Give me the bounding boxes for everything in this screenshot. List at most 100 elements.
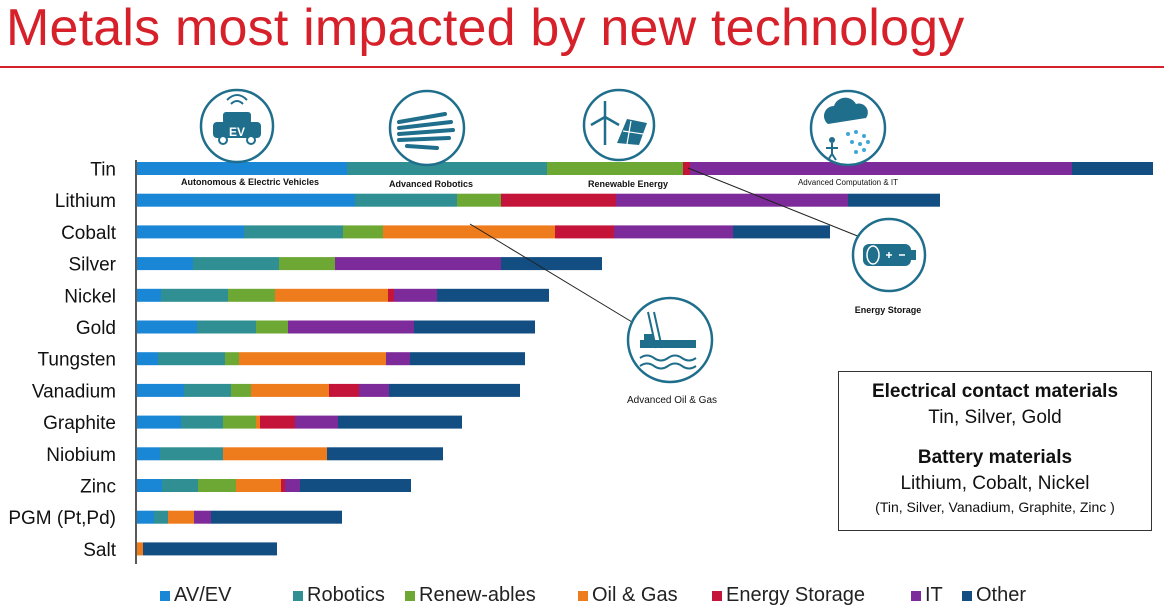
bar-pgm-pt-pd-other	[211, 510, 342, 524]
legend-swatch-it	[911, 591, 921, 601]
bar-vanadium-it	[359, 383, 389, 397]
bar-cobalt-it	[614, 225, 733, 239]
tech-label-renewable: Renewable Energy	[588, 179, 668, 189]
tech-label-energy-storage: Energy Storage	[855, 305, 922, 315]
energy-storage-connector	[687, 167, 861, 238]
bar-pgm-pt-pd-it	[194, 510, 211, 524]
tech-label-robotics: Advanced Robotics	[389, 179, 473, 189]
bar-nickel-oil-gas	[275, 288, 388, 302]
category-label-pgm-pt-pd: PGM (Pt,Pd)	[8, 508, 116, 529]
computation-cloud-icon	[809, 89, 887, 167]
bar-tin-other	[1072, 162, 1153, 175]
category-label-gold: Gold	[76, 318, 116, 339]
category-label-vanadium: Vanadium	[32, 381, 116, 402]
legend-label-av-ev: AV/EV	[174, 584, 232, 606]
bar-zinc-it	[285, 479, 300, 492]
bar-graphite-renew-ables	[223, 415, 256, 429]
tech-label-av-ev: Autonomous & Electric Vehicles	[181, 177, 319, 187]
bar-tin-robotics	[347, 162, 547, 175]
bar-nickel-robotics	[161, 288, 228, 302]
category-label-cobalt: Cobalt	[61, 223, 117, 244]
category-label-graphite: Graphite	[43, 413, 116, 434]
bar-zinc-other	[300, 479, 411, 492]
bar-vanadium-oil-gas	[251, 383, 329, 397]
bar-silver-robotics	[193, 257, 279, 271]
bar-niobium-av-ev	[137, 447, 160, 461]
bar-silver-renew-ables	[279, 257, 335, 271]
bar-cobalt-energy-storage	[555, 225, 614, 239]
bar-nickel-energy-storage	[388, 288, 394, 302]
bar-tungsten-av-ev	[137, 352, 158, 366]
bar-graphite-energy-storage	[260, 415, 295, 429]
category-label-zinc: Zinc	[80, 477, 116, 498]
robotic-hand-icon	[388, 89, 466, 167]
legend-swatch-energy-storage	[712, 591, 722, 601]
category-label-salt: Salt	[83, 540, 116, 561]
bar-pgm-pt-pd-oil-gas	[168, 510, 194, 524]
bar-cobalt-renew-ables	[343, 225, 383, 239]
bar-silver-av-ev	[137, 257, 193, 271]
bar-pgm-pt-pd-av-ev	[137, 510, 154, 524]
bar-vanadium-renew-ables	[231, 383, 251, 397]
bar-nickel-other	[437, 288, 549, 302]
title-rule	[0, 66, 1164, 68]
bar-salt-other	[143, 542, 277, 556]
bar-salt-oil-gas	[137, 542, 143, 556]
bar-tungsten-oil-gas	[239, 352, 386, 366]
bar-lithium-it	[616, 193, 848, 207]
bar-graphite-other	[338, 415, 462, 429]
bar-nickel-it	[394, 288, 437, 302]
bar-vanadium-av-ev	[137, 383, 184, 397]
bar-silver-it	[335, 257, 501, 271]
bar-lithium-renew-ables	[457, 193, 501, 207]
category-label-tungsten: Tungsten	[37, 350, 116, 371]
bar-zinc-renew-ables	[198, 479, 236, 492]
bar-graphite-oil-gas	[256, 415, 260, 429]
bar-zinc-oil-gas	[236, 479, 281, 492]
bar-gold-robotics	[197, 320, 256, 334]
legend-label-renew-ables: Renew-ables	[419, 584, 536, 606]
legend-swatch-oil-gas	[578, 591, 588, 601]
bar-niobium-oil-gas	[223, 447, 327, 461]
bar-zinc-robotics	[162, 479, 198, 492]
tech-label-computation: Advanced Computation & IT	[798, 178, 898, 187]
bar-lithium-av-ev	[137, 193, 355, 207]
legend-swatch-renew-ables	[405, 591, 415, 601]
category-label-silver: Silver	[68, 255, 116, 276]
bar-tin-renew-ables	[547, 162, 683, 175]
info-box: Electrical contact materials Tin, Silver…	[838, 371, 1152, 531]
oil-gas-connector	[469, 223, 633, 323]
bar-cobalt-oil-gas	[383, 225, 555, 239]
bar-tungsten-robotics	[158, 352, 225, 366]
legend-swatch-other	[962, 591, 972, 601]
oil-rig-icon	[626, 296, 714, 384]
bar-gold-av-ev	[137, 320, 197, 334]
bar-lithium-robotics	[355, 193, 457, 207]
battery-materials-note: (Tin, Silver, Vanadium, Graphite, Zinc )	[875, 499, 1115, 515]
category-label-nickel: Nickel	[64, 286, 116, 307]
page-title: Metals most impacted by new technology	[6, 0, 965, 57]
bar-niobium-robotics	[160, 447, 223, 461]
legend-label-robotics: Robotics	[307, 584, 385, 606]
battery-materials-text: Lithium, Cobalt, Nickel	[900, 473, 1090, 494]
bar-tin-av-ev	[137, 162, 347, 175]
bar-tungsten-other	[410, 352, 525, 366]
bar-vanadium-robotics	[184, 383, 231, 397]
electrical-contact-heading: Electrical contact materials	[871, 381, 1119, 402]
legend-swatch-robotics	[293, 591, 303, 601]
bar-cobalt-av-ev	[137, 225, 244, 239]
bar-graphite-robotics	[181, 415, 223, 429]
bar-graphite-av-ev	[137, 415, 181, 429]
legend-label-energy-storage: Energy Storage	[726, 584, 865, 606]
category-label-lithium: Lithium	[55, 191, 116, 212]
bar-niobium-other	[327, 447, 443, 461]
bar-tin-it	[690, 162, 1072, 175]
bar-gold-it	[288, 320, 414, 334]
legend-swatch-av-ev	[160, 591, 170, 601]
bar-silver-other	[501, 257, 602, 271]
legend-label-oil-gas: Oil & Gas	[592, 584, 678, 606]
bar-graphite-it	[295, 415, 338, 429]
bar-tin-energy-storage	[683, 162, 690, 175]
renewable-energy-icon	[582, 88, 656, 162]
